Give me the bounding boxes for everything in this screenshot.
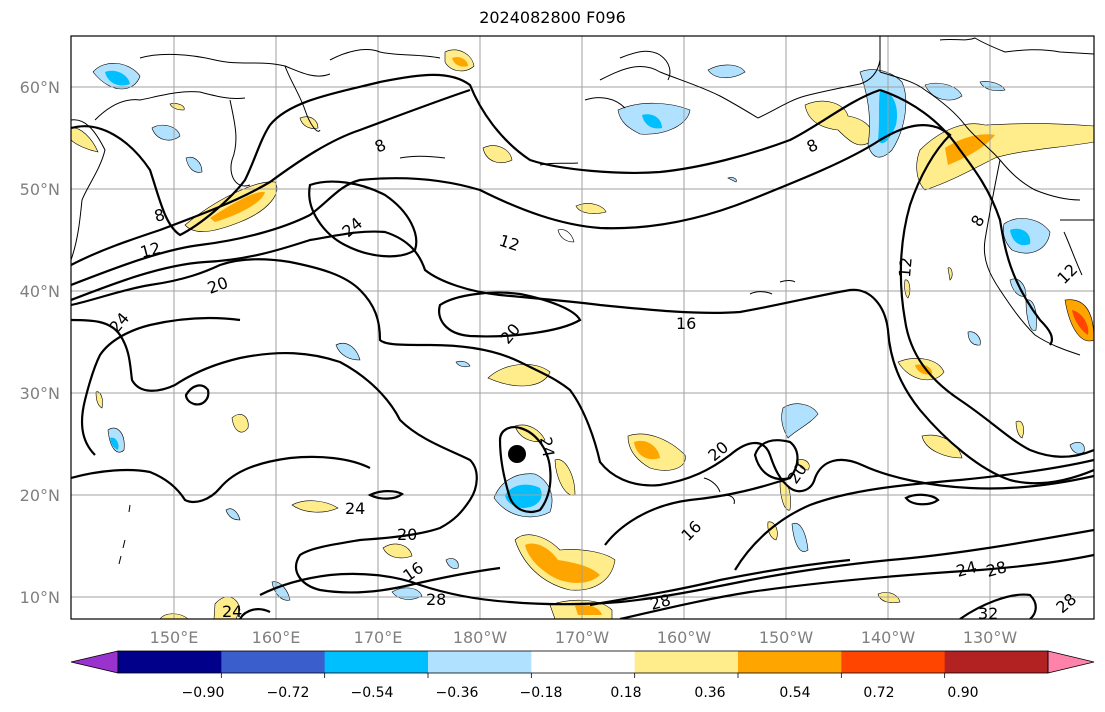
colorbar	[70, 650, 1095, 678]
longitude-axis: 150°E 160°E 170°E 180°W 170°W 160°W 150°…	[150, 628, 1018, 647]
colorbar-segment	[944, 651, 1049, 673]
lon-label: 170°W	[555, 628, 610, 647]
colorbar-tick-label: −0.36	[436, 685, 479, 701]
lon-label: 160°E	[252, 628, 301, 647]
colorbar-ticks: −0.90 −0.72 −0.54 −0.36 −0.18 0.18 0.36 …	[182, 685, 979, 701]
lat-label: 10°N	[20, 588, 60, 607]
colorbar-tick-label: 0.18	[610, 685, 641, 701]
lat-label: 50°N	[20, 180, 60, 199]
coastlines	[71, 36, 1094, 565]
lon-label: 160°W	[657, 628, 712, 647]
contour-label: 28	[426, 590, 446, 609]
colorbar-tick-label: 0.36	[694, 685, 725, 701]
colorbar-extend-min	[70, 650, 119, 674]
map-title: 2024082800 F096	[479, 8, 626, 27]
colorbar-segment	[221, 651, 326, 673]
colorbar-tick-label: −0.18	[520, 685, 563, 701]
contour-label: 16	[676, 314, 696, 333]
colorbar-tick-label: −0.54	[351, 685, 394, 701]
colorbar-tick-label: −0.72	[267, 685, 310, 701]
colorbar-segment	[118, 651, 222, 673]
latitude-axis: 60°N 50°N 40°N 30°N 20°N 10°N	[20, 78, 60, 607]
lat-label: 40°N	[20, 282, 60, 301]
colorbar-tick-label: 0.72	[863, 685, 894, 701]
colorbar-segment	[428, 651, 532, 673]
contour-label: 12	[895, 256, 916, 278]
contour-label: 28	[984, 557, 1009, 581]
colorbar-segment	[634, 651, 739, 673]
lon-label: 170°E	[354, 628, 403, 647]
contour-label: 32	[978, 604, 998, 623]
lon-label: 130°W	[963, 628, 1018, 647]
lat-label: 60°N	[20, 78, 60, 97]
lon-label: 140°W	[861, 628, 916, 647]
contour-label: 24	[345, 499, 365, 518]
colorbar-extend-max	[1047, 650, 1095, 674]
colorbar-tick-label: 0.90	[947, 685, 978, 701]
storm-center-marker	[508, 445, 526, 463]
lat-label: 30°N	[20, 384, 60, 403]
contour-label: 28	[648, 590, 673, 614]
contour-label: 8	[152, 205, 167, 226]
contour-label: 24	[222, 602, 242, 621]
colorbar-segment	[841, 651, 946, 673]
colorbar-frame	[117, 650, 1049, 674]
colorbar-tick-label: −0.90	[182, 685, 225, 701]
colorbar-tick-label: 0.54	[779, 685, 810, 701]
lat-label: 20°N	[20, 486, 60, 505]
colorbar-segment	[324, 651, 429, 673]
contour-label: 12	[138, 238, 163, 262]
colorbar-segment	[531, 651, 636, 673]
contour-lines	[71, 73, 1094, 619]
lon-label: 150°E	[150, 628, 199, 647]
contour-label: 24	[536, 435, 558, 458]
lon-label: 150°W	[759, 628, 814, 647]
colorbar-segment	[738, 651, 842, 673]
contour-label: 24	[954, 557, 979, 581]
map-frame	[70, 35, 1095, 620]
contour-label: 20	[397, 525, 417, 544]
lon-label: 180°W	[453, 628, 508, 647]
